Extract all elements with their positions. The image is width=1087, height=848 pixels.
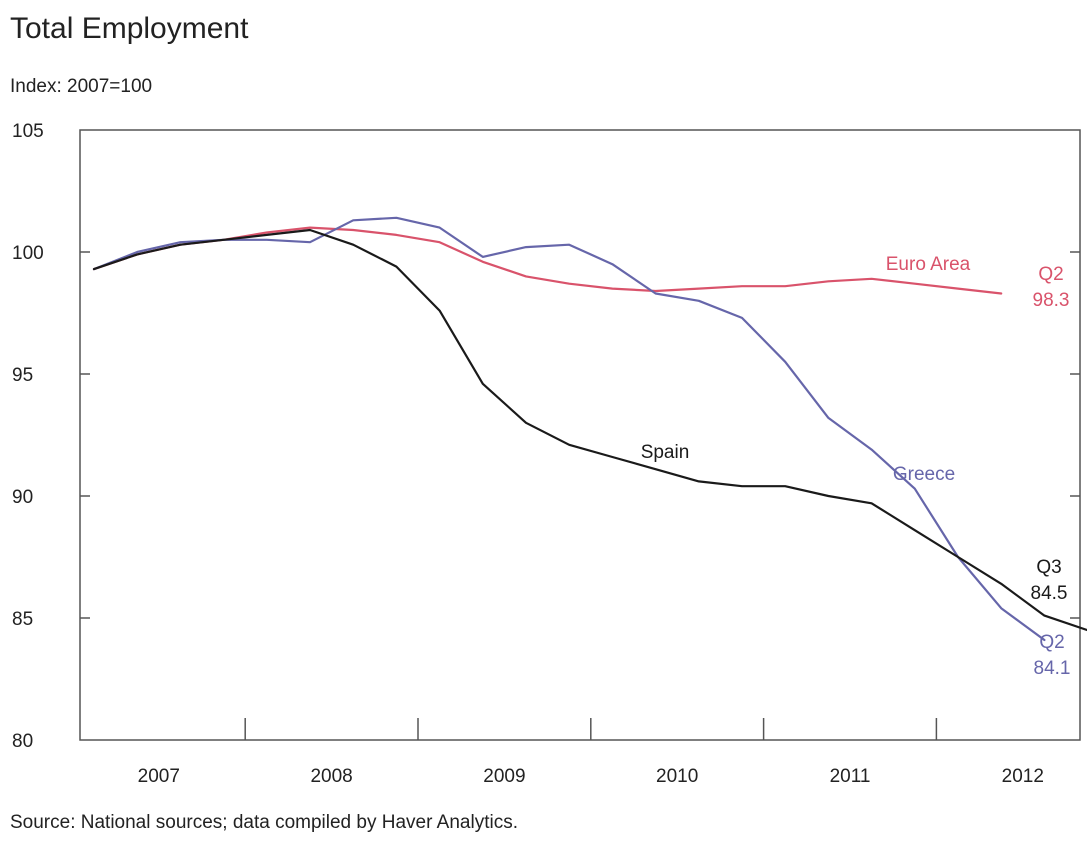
y-tick-label: 95 xyxy=(12,365,33,386)
chart-title: Total Employment xyxy=(10,12,249,45)
plot-frame xyxy=(79,129,1081,741)
series-layer xyxy=(92,216,1087,642)
series-line-euro-area xyxy=(92,226,1003,295)
series-label-greece: Greece xyxy=(893,464,955,485)
x-tick-label: 2007 xyxy=(138,766,180,787)
y-tick-label: 85 xyxy=(12,609,33,630)
end-value-label-greece: 84.1 xyxy=(1034,658,1071,679)
end-period-label-spain: Q3 xyxy=(1036,557,1061,578)
y-tick-label: 90 xyxy=(12,487,33,508)
x-tick-label: 2011 xyxy=(830,766,871,787)
series-label-spain: Spain xyxy=(641,442,690,463)
end-value-label-spain: 84.5 xyxy=(1031,583,1068,604)
end-value-label-euro-area: 98.3 xyxy=(1033,290,1070,311)
end-period-label-greece: Q2 xyxy=(1039,632,1064,653)
series-label-euro-area: Euro Area xyxy=(886,254,971,275)
x-tick-label: 2012 xyxy=(1002,766,1044,787)
series-line-spain xyxy=(92,228,1087,632)
y-tick-label: 80 xyxy=(12,731,33,752)
x-tick-label: 2009 xyxy=(483,766,525,787)
end-period-label-euro-area: Q2 xyxy=(1038,264,1063,285)
y-tick-label: 105 xyxy=(12,121,44,142)
x-tick-label: 2010 xyxy=(656,766,698,787)
chart-subtitle: Index: 2007=100 xyxy=(10,76,153,97)
label-layer: Euro Area Q2 98.3 Greece Q2 84.1 Spain Q3 84.5 xyxy=(641,254,1071,679)
axis-layer: 80 85 90 95 100 105 2007 2008 2009 2010 2011 2012 xyxy=(12,121,1080,787)
y-tick-label: 100 xyxy=(12,243,44,264)
x-tick-label: 2008 xyxy=(310,766,352,787)
source-note: Source: National sources; data compiled … xyxy=(10,812,518,833)
